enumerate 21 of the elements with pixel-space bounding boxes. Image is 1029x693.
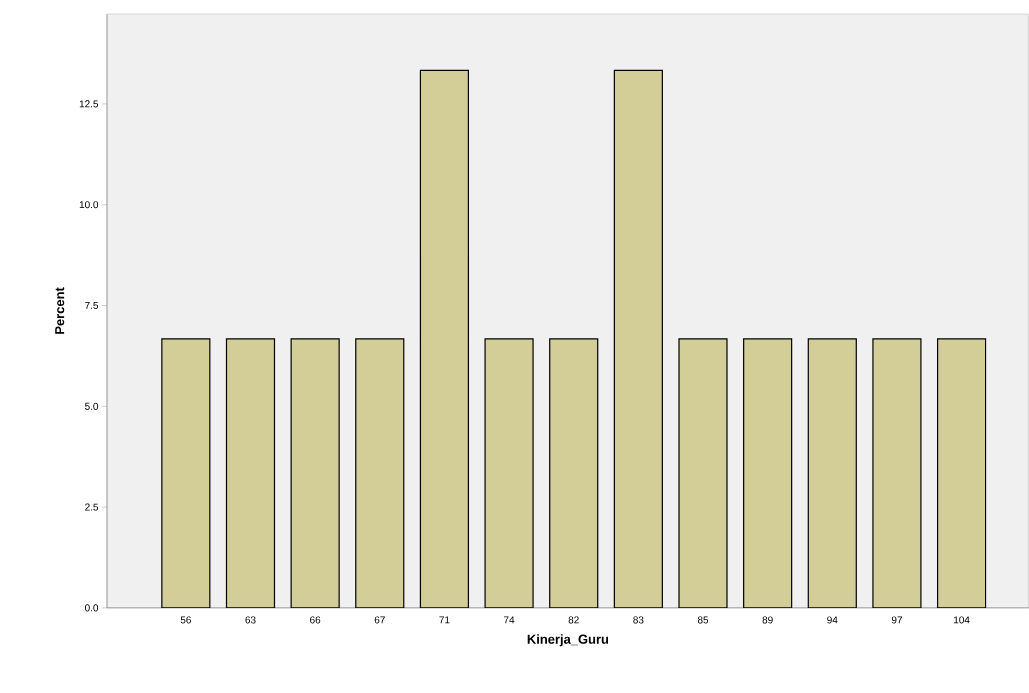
x-tick-label: 74 (504, 616, 515, 624)
x-tick-label: 71 (439, 616, 450, 624)
y-tick-label: 12.5 (79, 100, 99, 108)
x-tick-label: 82 (568, 616, 579, 624)
y-tick-label: 0.0 (85, 604, 99, 612)
x-tick-label: 66 (310, 616, 321, 624)
x-tick-label: 83 (633, 616, 644, 624)
x-tick-label: 56 (180, 616, 191, 624)
x-tick-label: 94 (827, 616, 838, 624)
x-tick-label: 97 (891, 616, 902, 624)
x-tick-label: 63 (245, 616, 256, 624)
x-axis-title: Kinerja_Guru (527, 634, 609, 647)
x-tick-label: 89 (762, 616, 773, 624)
x-tick-label: 104 (954, 616, 970, 624)
x-tick-label: 67 (374, 616, 385, 624)
y-tick-label: 5.0 (85, 402, 99, 410)
y-tick-label: 2.5 (85, 503, 99, 511)
x-tick-label: 85 (697, 616, 709, 624)
y-tick-label: 10.0 (79, 201, 99, 209)
y-tick-label: 7.5 (85, 302, 99, 310)
y-axis-title: Percent (55, 287, 65, 334)
